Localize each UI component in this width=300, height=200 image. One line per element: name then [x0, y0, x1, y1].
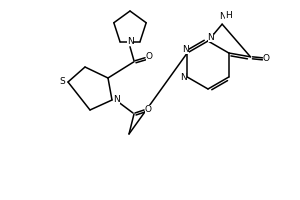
Text: N: N	[182, 45, 189, 53]
Text: S: S	[59, 76, 65, 86]
Text: O: O	[263, 54, 270, 63]
Text: O: O	[146, 52, 152, 61]
Text: N: N	[180, 72, 187, 82]
Text: N: N	[114, 95, 120, 104]
Text: N: N	[208, 32, 214, 42]
Text: N: N	[219, 12, 226, 21]
Text: O: O	[145, 104, 152, 114]
Text: H: H	[225, 11, 232, 20]
Text: N: N	[127, 37, 134, 46]
